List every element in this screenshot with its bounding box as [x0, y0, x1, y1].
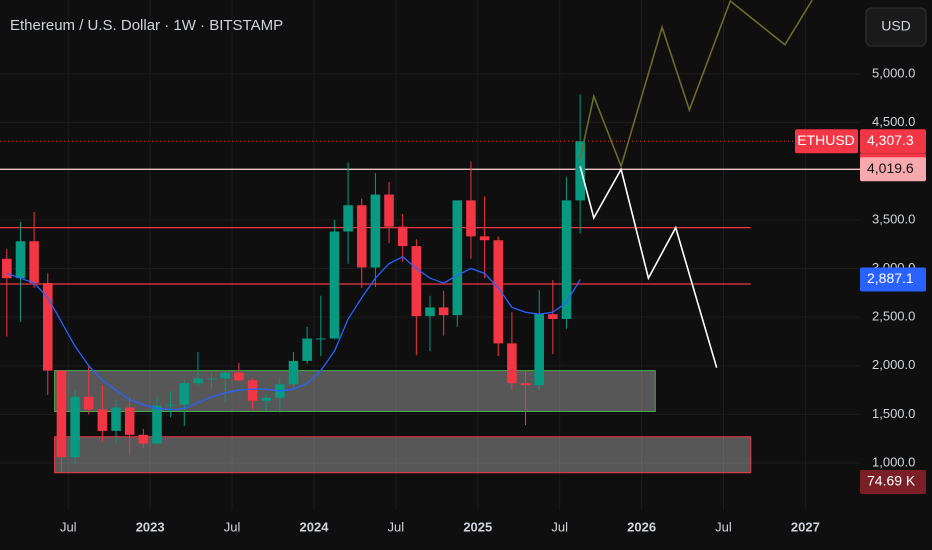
chart-title: Ethereum / U.S. Dollar · 1W · BITSTAMP — [10, 17, 283, 34]
price-tag-label: 4,307.3 — [867, 132, 914, 148]
symbol-label: ETHUSD — [797, 132, 855, 148]
candle-body — [138, 434, 149, 444]
x-tick-label: Jul — [224, 519, 241, 534]
candle-body — [179, 383, 190, 405]
x-tick-label: 2025 — [463, 519, 492, 534]
candle-body — [397, 226, 408, 247]
volume-label: 74.69 K — [867, 473, 916, 489]
moving-average — [6, 256, 581, 411]
candle-body — [356, 205, 367, 268]
currency-label: USD — [881, 18, 911, 34]
x-tick-label: 2027 — [791, 519, 820, 534]
price-tag-label: 4,019.6 — [867, 160, 914, 176]
y-tick-label: 1,000.0 — [872, 454, 915, 469]
candle-body — [56, 370, 67, 458]
candle-body — [411, 246, 422, 317]
candle-body — [452, 200, 463, 316]
candle-body — [329, 231, 340, 339]
candle-body — [534, 314, 544, 386]
candle-body — [370, 194, 381, 268]
price-tag-label: 2,887.1 — [867, 270, 914, 286]
symbol-tag — [795, 129, 858, 154]
candle-body — [83, 396, 94, 410]
candle-body — [165, 404, 176, 406]
candle-body — [575, 141, 585, 201]
candle-body — [206, 378, 217, 380]
zone — [54, 370, 656, 412]
candle-body — [124, 407, 135, 435]
candle-body — [384, 194, 394, 227]
candle-body — [493, 240, 504, 344]
x-tick-label: 2026 — [627, 519, 656, 534]
y-tick-label: 3,500.0 — [872, 211, 915, 226]
candle-body — [561, 200, 572, 320]
plot — [0, 0, 860, 510]
y-tick-label: 5,000.0 — [872, 65, 915, 80]
candle-body — [261, 397, 271, 401]
x-tick-label: 2023 — [136, 519, 165, 534]
zone — [54, 436, 752, 474]
candle-body — [247, 380, 258, 401]
candle-body — [520, 383, 531, 386]
candle-body — [234, 372, 244, 381]
candle-body — [97, 409, 108, 431]
y-tick-label: 2,500.0 — [872, 309, 915, 324]
candle-body — [2, 258, 12, 279]
candle-body — [193, 378, 203, 384]
candle-body — [302, 338, 312, 361]
candle-body — [343, 205, 353, 232]
y-tick-label: 2,000.0 — [872, 357, 915, 372]
candle-body — [15, 241, 26, 279]
candle-body — [220, 372, 231, 379]
price-tag — [860, 267, 926, 292]
x-tick-label: Jul — [551, 519, 568, 534]
candle-body — [438, 307, 449, 316]
y-tick-label: 4,500.0 — [872, 114, 915, 129]
x-tick-label: Jul — [60, 519, 77, 534]
candle-body — [152, 405, 162, 444]
projection — [579, 0, 813, 169]
candle-body — [548, 314, 558, 320]
y-tick-label: 1,500.0 — [872, 406, 915, 421]
currency-button[interactable] — [865, 7, 927, 47]
x-tick-label: Jul — [715, 519, 732, 534]
price-tag — [860, 157, 926, 182]
x-tick-label: Jul — [388, 519, 405, 534]
x-tick-label: 2024 — [300, 519, 330, 534]
projection — [579, 166, 718, 368]
candle-body — [507, 343, 517, 384]
candle-body — [70, 396, 80, 458]
volume-tag — [860, 470, 926, 494]
candle-body — [479, 236, 490, 241]
candle-body — [425, 307, 435, 317]
candle-body — [316, 338, 326, 340]
candle-body — [466, 200, 476, 237]
candle-body — [288, 360, 299, 385]
candle-body — [43, 283, 53, 371]
price-tag — [860, 129, 926, 154]
candle-body — [29, 241, 39, 284]
candle-body — [111, 407, 121, 431]
